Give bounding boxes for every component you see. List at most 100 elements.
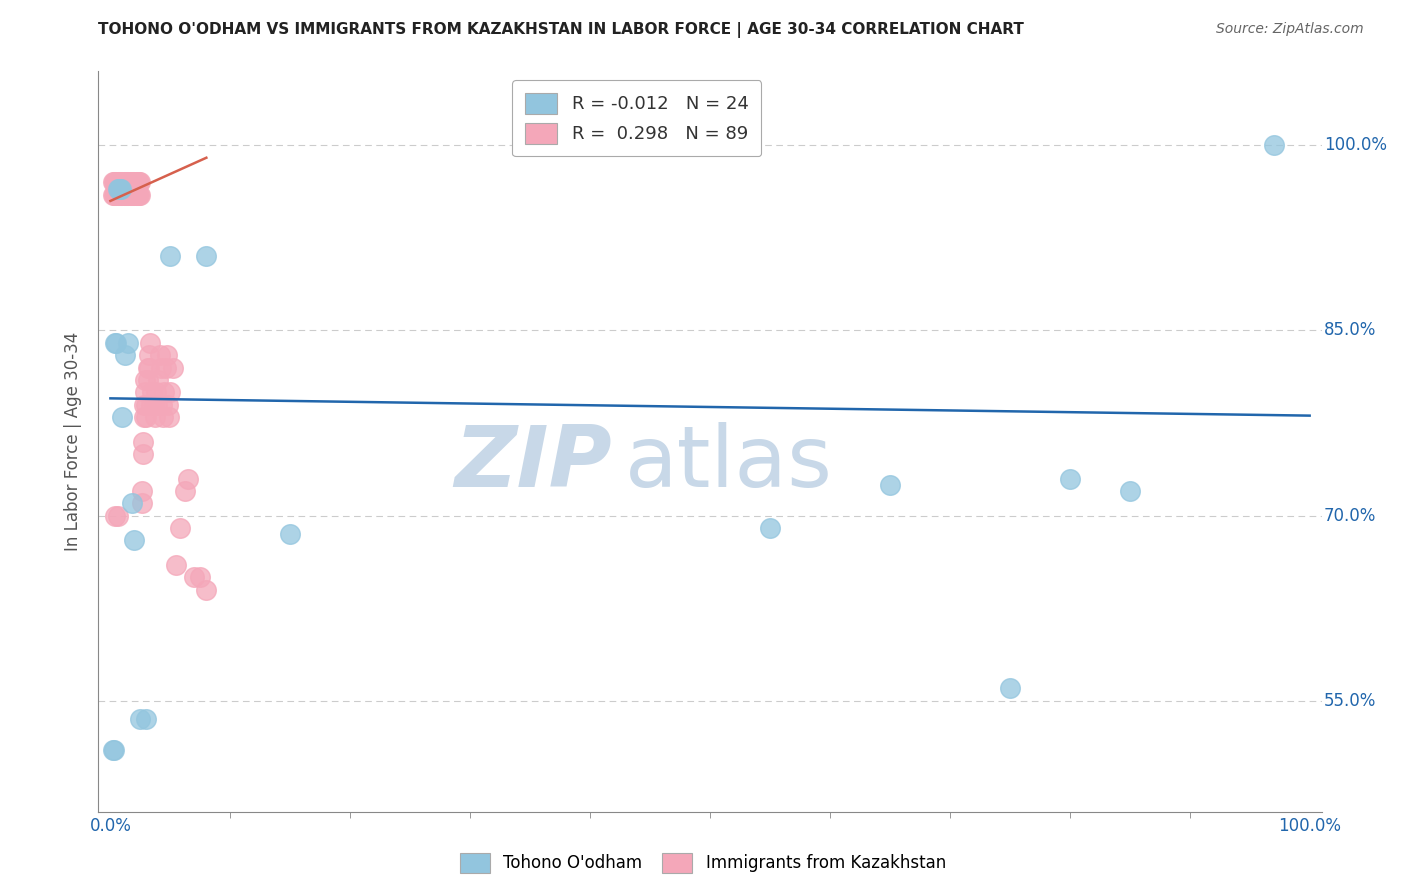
Point [150, 398, 173, 412]
Point [111, 409, 134, 424]
Point [129, 712, 152, 726]
Point [118, 176, 141, 190]
Point [1119, 483, 1142, 498]
Point [117, 176, 139, 190]
Point [128, 176, 150, 190]
Point [136, 373, 159, 387]
Point [105, 335, 128, 350]
Point [108, 176, 129, 190]
Point [138, 348, 160, 362]
Point [879, 477, 901, 491]
Point [104, 176, 127, 190]
Point [155, 360, 177, 375]
Text: Source: ZipAtlas.com: Source: ZipAtlas.com [1216, 22, 1364, 37]
Point [183, 570, 205, 584]
Point [128, 187, 150, 202]
Point [129, 176, 152, 190]
Point [998, 681, 1021, 696]
Point [108, 181, 129, 195]
Point [105, 176, 128, 190]
Point [110, 176, 132, 190]
Point [131, 496, 153, 510]
Point [132, 434, 155, 449]
Point [101, 176, 124, 190]
Text: 70.0%: 70.0% [1324, 507, 1376, 524]
Point [125, 176, 148, 190]
Point [101, 187, 124, 202]
Point [107, 508, 129, 523]
Point [108, 187, 131, 202]
Point [152, 409, 174, 424]
Point [149, 348, 172, 362]
Point [114, 187, 136, 202]
Point [115, 187, 138, 202]
Point [162, 360, 184, 375]
Point [115, 176, 138, 190]
Point [156, 398, 179, 412]
Text: 55.0%: 55.0% [1324, 691, 1376, 710]
Point [143, 409, 166, 424]
Point [153, 385, 176, 400]
Point [1263, 138, 1285, 153]
Point [759, 521, 782, 535]
Point [124, 187, 146, 202]
Point [120, 176, 142, 190]
Point [173, 483, 195, 498]
Point [115, 187, 138, 202]
Point [195, 582, 218, 597]
Point [156, 348, 179, 362]
Point [121, 496, 143, 510]
Point [121, 187, 143, 202]
Text: ZIP: ZIP [454, 422, 612, 505]
Legend: Tohono O'odham, Immigrants from Kazakhstan: Tohono O'odham, Immigrants from Kazakhst… [453, 847, 953, 880]
Point [1059, 472, 1081, 486]
Point [124, 533, 146, 548]
Point [124, 187, 146, 202]
Point [114, 348, 136, 362]
Point [122, 176, 145, 190]
Point [114, 176, 136, 190]
Point [157, 409, 180, 424]
Point [108, 176, 131, 190]
Point [110, 181, 132, 195]
Point [132, 409, 155, 424]
Text: TOHONO O'ODHAM VS IMMIGRANTS FROM KAZAKHSTAN IN LABOR FORCE | AGE 30-34 CORRELAT: TOHONO O'ODHAM VS IMMIGRANTS FROM KAZAKH… [98, 22, 1025, 38]
Point [105, 187, 128, 202]
Point [120, 187, 142, 202]
Point [195, 250, 218, 264]
Legend: R = -0.012   N = 24, R =  0.298   N = 89: R = -0.012 N = 24, R = 0.298 N = 89 [512, 80, 761, 156]
Point [121, 176, 143, 190]
Point [115, 176, 138, 190]
Point [127, 176, 149, 190]
Point [139, 335, 162, 350]
Text: 100.0%: 100.0% [1324, 136, 1388, 154]
Point [135, 712, 157, 726]
Point [132, 398, 155, 412]
Point [129, 187, 152, 202]
Point [169, 521, 191, 535]
Text: 85.0%: 85.0% [1324, 321, 1376, 340]
Point [104, 187, 127, 202]
Point [159, 385, 181, 400]
Point [132, 447, 155, 461]
Point [135, 398, 157, 412]
Point [111, 187, 134, 202]
Point [127, 187, 149, 202]
Text: atlas: atlas [624, 422, 832, 505]
Point [149, 360, 172, 375]
Point [141, 398, 163, 412]
Point [104, 508, 127, 523]
Point [107, 187, 129, 202]
Point [107, 176, 129, 190]
Point [177, 472, 200, 486]
Point [112, 187, 135, 202]
Point [124, 176, 146, 190]
Point [103, 176, 125, 190]
Point [134, 373, 156, 387]
Point [108, 181, 131, 195]
Point [125, 187, 148, 202]
Point [278, 527, 301, 541]
Point [110, 187, 132, 202]
Point [104, 335, 127, 350]
Point [138, 360, 160, 375]
